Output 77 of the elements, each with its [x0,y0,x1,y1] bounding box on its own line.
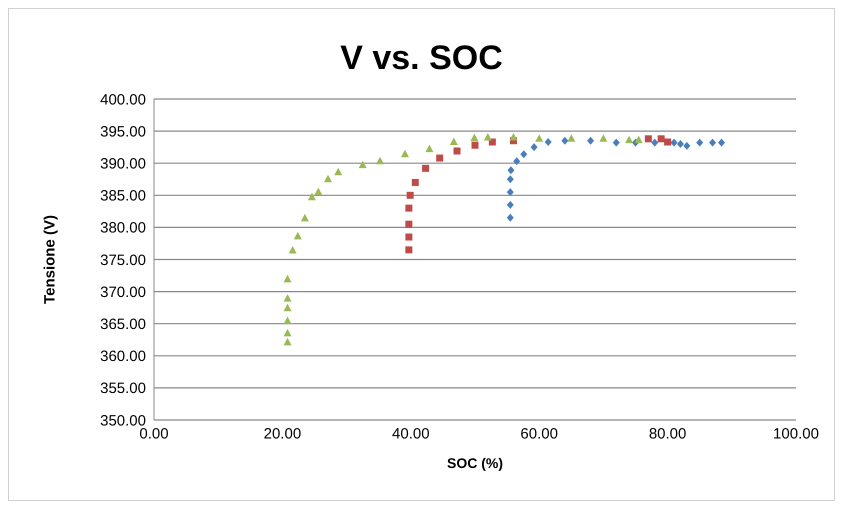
point [530,143,538,152]
y-tick-label: 355.00 [100,380,146,398]
point [470,134,478,142]
point [405,220,412,228]
point [294,232,302,240]
point [506,200,514,209]
x-tick-label: 60.00 [520,426,558,443]
point [561,136,568,145]
chart-title: V vs. SOC [339,39,504,78]
x-tick-label: 80.00 [648,426,686,443]
point [472,142,478,149]
point [405,246,412,254]
x-axis-title: SOC (%) [447,455,503,471]
x-tick-label: 100.00 [773,426,819,443]
point [412,178,419,186]
point [425,144,434,152]
point [422,164,430,172]
point [513,157,520,166]
y-tick-label: 365.00 [100,316,146,334]
point [450,138,458,146]
y-tick-label: 375.00 [100,252,146,269]
point [288,246,297,254]
point [664,138,672,146]
point [284,304,292,312]
point [506,175,514,184]
y-tick-label: 390.00 [100,156,146,173]
point [587,136,594,145]
point [436,154,444,162]
point [658,135,665,142]
point [405,204,412,212]
y-tick-label: 370.00 [100,284,146,301]
point [625,136,634,144]
x-tick-label: 40.00 [392,426,430,443]
y-tick-label: 395.00 [100,123,146,140]
point [484,133,492,141]
y-tick-label: 380.00 [100,220,146,237]
point [612,138,620,147]
point [510,133,518,141]
point [520,150,528,158]
point [284,328,292,336]
point [683,142,690,150]
point [544,138,552,146]
point [599,134,608,142]
point [567,134,576,142]
point [376,156,384,164]
point [284,316,292,324]
point [676,140,684,148]
point [314,188,322,196]
y-axis-title: Tensione (V) [41,215,58,304]
point [401,150,410,158]
point [334,168,342,176]
point [535,134,544,142]
point [506,214,514,222]
y-tick-label: 385.00 [100,188,146,205]
point [308,192,316,200]
point [644,135,652,142]
point [488,138,496,146]
point [454,148,461,154]
point [284,294,292,302]
point [506,188,514,196]
point [300,214,309,222]
y-tick-label: 400.00 [100,91,146,108]
x-tick-label: 20.00 [264,426,302,443]
point [358,160,367,168]
point [284,338,292,346]
y-tick-label: 360.00 [100,348,146,366]
point [406,192,414,199]
point [507,166,514,174]
point [634,136,643,144]
point [696,138,704,147]
point [651,138,658,147]
point [670,138,678,147]
point [324,174,332,182]
point [284,274,292,282]
point [718,138,726,147]
point [709,138,716,147]
point [405,234,412,241]
